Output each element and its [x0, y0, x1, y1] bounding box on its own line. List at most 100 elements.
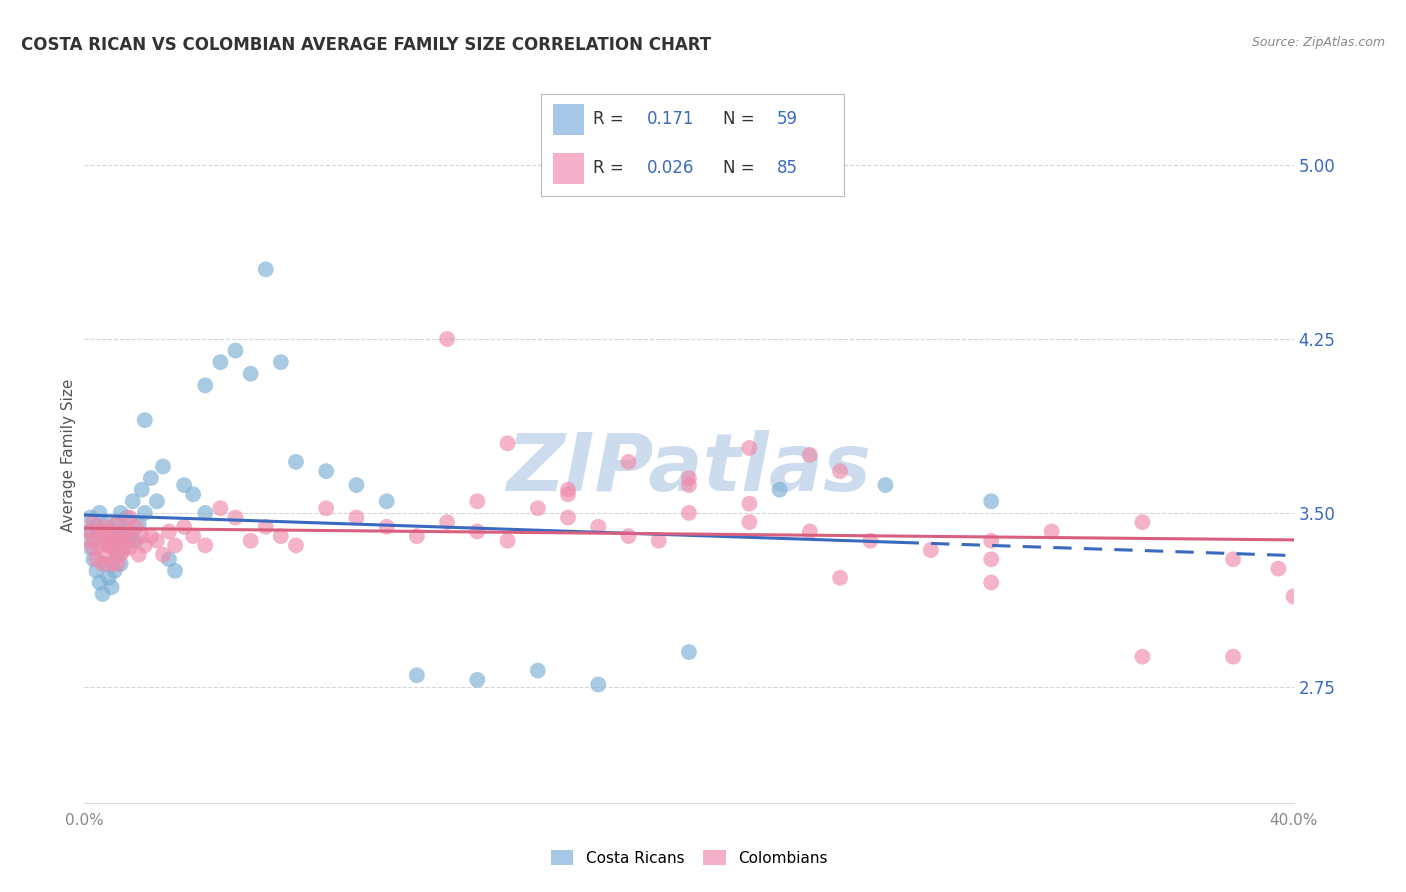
- Point: [94, 557, 117, 571]
- Point: [678, 506, 700, 520]
- Point: [152, 548, 174, 562]
- Point: [496, 436, 519, 450]
- Point: [97, 538, 120, 552]
- Point: [436, 515, 458, 529]
- Point: [496, 533, 519, 548]
- Point: [1267, 561, 1289, 575]
- Point: [128, 548, 150, 562]
- Point: [104, 529, 127, 543]
- Legend: Costa Ricans, Colombians: Costa Ricans, Colombians: [544, 844, 834, 871]
- Point: [980, 552, 1002, 566]
- Point: [100, 580, 122, 594]
- Point: [76, 524, 98, 539]
- Point: [89, 506, 111, 520]
- Point: [152, 459, 174, 474]
- Point: [89, 524, 111, 539]
- Point: [76, 533, 98, 548]
- Point: [91, 529, 114, 543]
- Point: [467, 673, 489, 687]
- Point: [91, 557, 114, 571]
- Point: [181, 529, 204, 543]
- Text: COSTA RICAN VS COLOMBIAN AVERAGE FAMILY SIZE CORRELATION CHART: COSTA RICAN VS COLOMBIAN AVERAGE FAMILY …: [21, 36, 711, 54]
- Point: [467, 494, 489, 508]
- Text: ZIPatlas: ZIPatlas: [506, 430, 872, 508]
- Point: [165, 538, 187, 552]
- Point: [86, 564, 108, 578]
- Text: N =: N =: [723, 111, 759, 128]
- Point: [104, 533, 127, 548]
- Point: [104, 564, 127, 578]
- Point: [134, 413, 156, 427]
- Point: [678, 478, 700, 492]
- Point: [678, 645, 700, 659]
- Point: [104, 543, 127, 558]
- Point: [173, 520, 195, 534]
- Point: [270, 355, 292, 369]
- Point: [209, 355, 232, 369]
- Text: N =: N =: [723, 159, 759, 177]
- Point: [209, 501, 232, 516]
- Point: [107, 515, 129, 529]
- Point: [239, 533, 262, 548]
- Point: [112, 529, 135, 543]
- Point: [799, 524, 821, 539]
- Point: [100, 524, 122, 539]
- Point: [375, 520, 398, 534]
- Point: [82, 533, 104, 548]
- Point: [82, 515, 104, 529]
- Point: [134, 506, 156, 520]
- Point: [94, 520, 117, 534]
- Point: [118, 529, 141, 543]
- Point: [980, 533, 1002, 548]
- Point: [527, 501, 550, 516]
- Point: [1222, 552, 1244, 566]
- Point: [146, 494, 169, 508]
- Point: [194, 538, 217, 552]
- Point: [121, 533, 143, 548]
- Point: [588, 520, 610, 534]
- Point: [82, 541, 104, 555]
- Point: [980, 494, 1002, 508]
- Point: [118, 510, 141, 524]
- Point: [678, 471, 700, 485]
- Point: [107, 548, 129, 562]
- Text: 59: 59: [778, 111, 799, 128]
- Bar: [554, 153, 583, 184]
- Point: [406, 668, 429, 682]
- Point: [79, 510, 101, 524]
- Point: [131, 529, 153, 543]
- Point: [315, 501, 337, 516]
- Text: 85: 85: [778, 159, 799, 177]
- Point: [115, 524, 138, 539]
- Point: [315, 464, 337, 478]
- Text: Source: ZipAtlas.com: Source: ZipAtlas.com: [1251, 36, 1385, 49]
- Point: [79, 524, 101, 539]
- Point: [134, 538, 156, 552]
- Point: [112, 524, 135, 539]
- Point: [285, 455, 308, 469]
- Y-axis label: Average Family Size: Average Family Size: [60, 378, 76, 532]
- Point: [1130, 649, 1153, 664]
- Point: [225, 510, 247, 524]
- Point: [139, 529, 162, 543]
- Text: 0.171: 0.171: [647, 111, 695, 128]
- Point: [121, 494, 143, 508]
- Point: [738, 515, 761, 529]
- Point: [738, 441, 761, 455]
- Text: 0.026: 0.026: [647, 159, 695, 177]
- Point: [1282, 590, 1305, 604]
- Point: [346, 478, 368, 492]
- Point: [125, 533, 148, 548]
- Point: [118, 541, 141, 555]
- Point: [97, 524, 120, 539]
- Point: [254, 262, 277, 277]
- Point: [157, 524, 180, 539]
- Point: [875, 478, 897, 492]
- Point: [128, 517, 150, 532]
- Point: [375, 494, 398, 508]
- Point: [799, 448, 821, 462]
- Point: [617, 529, 640, 543]
- Point: [830, 464, 852, 478]
- Point: [194, 506, 217, 520]
- Point: [86, 520, 108, 534]
